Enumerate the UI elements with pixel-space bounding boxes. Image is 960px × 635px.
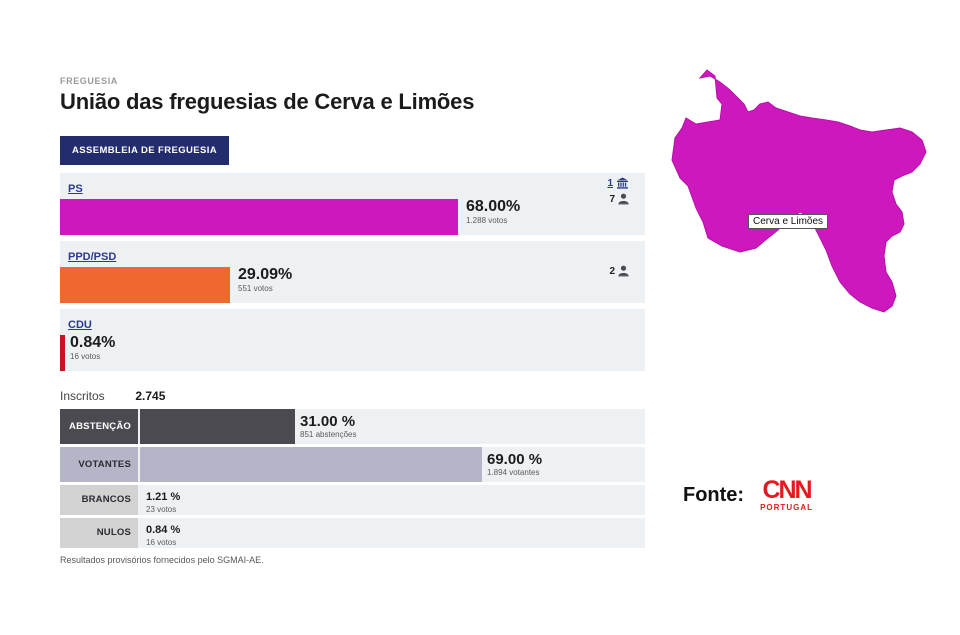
stat-row-votantes: VOTANTES 69.00 % 1.894 votantes — [60, 447, 645, 483]
inscritos-value: 2.745 — [135, 389, 166, 404]
person-icon — [618, 193, 629, 205]
stat-label-abstencao: ABSTENÇÃO — [60, 409, 138, 445]
party-bar-cdu — [60, 335, 65, 372]
stat-percent: 69.00 % — [487, 451, 543, 469]
stat-bar-abstencao — [140, 409, 295, 445]
stat-bar-votantes — [140, 447, 482, 483]
cnn-portugal-logo: CNN PORTUGAL — [760, 476, 813, 513]
mandate-members-count: 2 — [609, 265, 615, 277]
party-link-ps[interactable]: PS — [68, 183, 83, 196]
mandate-members-line: 7 — [607, 191, 629, 207]
cnn-logo-word: CNN — [762, 476, 812, 504]
mandate-members-line: 2 — [609, 263, 629, 279]
party-row: PS 68.00% 1.288 votos 1 — [60, 173, 645, 236]
map-area: Cerva e Limões — [660, 60, 950, 390]
page-title: União das freguesias de Cerva e Limões — [60, 89, 475, 114]
party-link-ppd-psd[interactable]: PPD/PSD — [68, 251, 117, 264]
mandate-assembly-line[interactable]: 1 — [607, 175, 629, 191]
source-area: Fonte: CNN PORTUGAL — [683, 476, 813, 513]
party-link-cdu[interactable]: CDU — [68, 319, 92, 332]
stat-values-abstencao: 31.00 % 851 abstenções — [300, 414, 357, 440]
party-bar-ps — [60, 199, 458, 236]
cnn-logo-sub: PORTUGAL — [760, 503, 813, 512]
tab-assembleia-de-freguesia[interactable]: ASSEMBLEIA DE FREGUESIA — [60, 136, 230, 166]
stat-bar-nulos — [140, 518, 143, 548]
party-row: PPD/PSD 29.09% 551 votos 2 — [60, 241, 645, 304]
party-percent: 68.00% — [466, 198, 521, 216]
party-bar-ppd-psd — [60, 267, 230, 304]
stat-row-abstencao: ABSTENÇÃO 31.00 % 851 abstenções — [60, 409, 645, 445]
party-votes: 551 votos — [238, 284, 273, 294]
tab-bar: ASSEMBLEIA DE FREGUESIA — [60, 136, 645, 166]
party-bar-line: 29.09% 551 votos — [60, 266, 645, 304]
results-card: FREGUESIA União das freguesias de Cerva … — [16, 42, 656, 592]
party-bar-line: 68.00% 1.288 votos — [60, 198, 645, 236]
party-values: 68.00% 1.288 votos — [466, 198, 520, 226]
footnote: Resultados provisórios fornecidos pelo S… — [60, 555, 264, 566]
map-region-label: Cerva e Limões — [748, 214, 829, 229]
stat-values-nulos: 0.84 % 16 votos — [146, 522, 180, 548]
stat-row-nulos: NULOS 0.84 % 16 votos — [60, 518, 645, 549]
freguesia-map[interactable] — [660, 60, 950, 380]
party-votes: 1.288 votos — [466, 216, 508, 226]
stat-sub: 23 votos — [146, 505, 177, 515]
stat-sub: 851 abstenções — [300, 430, 357, 440]
mandate-assembly-count: 1 — [607, 177, 613, 189]
party-percent: 0.84% — [70, 334, 116, 352]
party-values: 0.84% 16 votos — [70, 334, 115, 362]
card-content: FREGUESIA União das freguesias de Cerva … — [60, 76, 645, 565]
fonte-label: Fonte: — [683, 483, 745, 506]
stat-percent: 31.00 % — [300, 413, 356, 431]
stat-values-votantes: 69.00 % 1.894 votantes — [487, 452, 542, 478]
party-bar-line: 0.84% 16 votos — [60, 334, 645, 372]
person-icon — [618, 265, 629, 277]
inscritos-label: Inscritos — [60, 389, 105, 404]
stat-label-votantes: VOTANTES — [60, 447, 138, 483]
stat-sub: 16 votos — [146, 538, 177, 548]
map-region-cerva-e-limoes[interactable] — [671, 69, 927, 313]
stat-percent: 1.21 % — [146, 491, 181, 504]
inscritos-line: Inscritos 2.745 — [60, 389, 645, 403]
bank-icon — [616, 177, 629, 189]
party-values: 29.09% 551 votos — [238, 266, 292, 294]
stat-values-brancos: 1.21 % 23 votos — [146, 489, 180, 515]
stat-sub: 1.894 votantes — [487, 468, 540, 478]
stat-row-brancos: BRANCOS 1.21 % 23 votos — [60, 485, 645, 516]
party-row: CDU 0.84% 16 votos — [60, 309, 645, 372]
stat-bar-brancos — [140, 485, 143, 515]
stat-percent: 0.84 % — [146, 524, 181, 537]
party-percent: 29.09% — [238, 266, 293, 284]
party-votes: 16 votos — [70, 352, 101, 362]
eyebrow-label: FREGUESIA — [60, 76, 118, 86]
party-mandates: 1 7 — [607, 175, 629, 207]
stat-label-brancos: BRANCOS — [60, 485, 138, 516]
mandate-members-count: 7 — [609, 193, 615, 205]
party-mandates: 2 — [609, 263, 629, 279]
stat-label-nulos: NULOS — [60, 518, 138, 549]
